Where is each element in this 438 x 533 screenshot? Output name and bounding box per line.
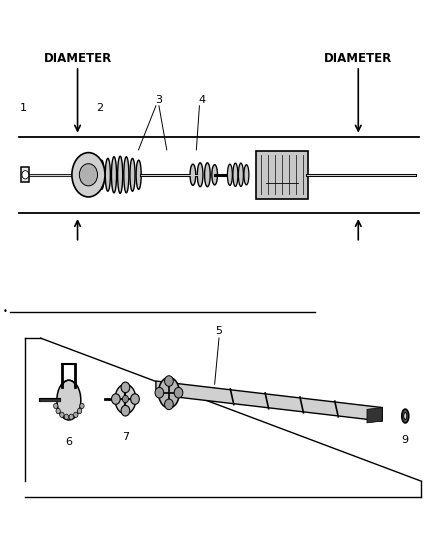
Ellipse shape [124, 157, 129, 193]
Text: 7: 7 [122, 432, 129, 442]
Ellipse shape [190, 164, 196, 185]
Ellipse shape [115, 384, 136, 414]
Circle shape [60, 412, 64, 417]
Text: 9: 9 [402, 435, 409, 445]
FancyBboxPatch shape [21, 167, 29, 182]
Circle shape [165, 376, 173, 386]
Ellipse shape [130, 158, 135, 191]
Ellipse shape [244, 165, 249, 185]
Circle shape [80, 403, 84, 409]
Circle shape [122, 395, 128, 403]
Ellipse shape [111, 157, 117, 193]
Ellipse shape [197, 163, 203, 187]
Circle shape [121, 406, 130, 416]
Text: 2: 2 [96, 103, 103, 113]
Text: DIAMETER: DIAMETER [324, 52, 392, 65]
Text: 6: 6 [65, 437, 72, 447]
Ellipse shape [72, 152, 105, 197]
Polygon shape [156, 381, 382, 421]
Circle shape [64, 414, 69, 419]
Circle shape [155, 387, 164, 398]
Ellipse shape [57, 380, 81, 420]
Ellipse shape [212, 165, 218, 185]
Text: 4: 4 [198, 95, 205, 105]
Ellipse shape [205, 163, 210, 187]
Ellipse shape [105, 158, 110, 191]
Polygon shape [367, 408, 382, 423]
Circle shape [53, 403, 58, 409]
Text: •: • [3, 307, 7, 316]
Circle shape [174, 387, 183, 398]
Ellipse shape [99, 160, 104, 189]
Circle shape [165, 399, 173, 410]
Ellipse shape [118, 156, 123, 193]
Text: 1: 1 [20, 103, 27, 113]
Ellipse shape [227, 164, 233, 185]
Circle shape [79, 164, 98, 186]
Circle shape [121, 382, 130, 393]
Ellipse shape [159, 377, 180, 408]
Circle shape [131, 394, 139, 405]
Ellipse shape [136, 160, 141, 189]
Circle shape [112, 394, 120, 405]
Text: DIAMETER: DIAMETER [43, 52, 112, 65]
Circle shape [78, 408, 82, 414]
Text: 3: 3 [155, 95, 162, 105]
FancyBboxPatch shape [256, 151, 308, 199]
Circle shape [74, 412, 78, 417]
Circle shape [56, 408, 60, 414]
Ellipse shape [402, 409, 409, 423]
Text: 5: 5 [215, 327, 223, 336]
Circle shape [69, 414, 74, 419]
Ellipse shape [238, 163, 244, 187]
Ellipse shape [404, 413, 407, 419]
Ellipse shape [233, 163, 238, 187]
Circle shape [22, 171, 29, 179]
